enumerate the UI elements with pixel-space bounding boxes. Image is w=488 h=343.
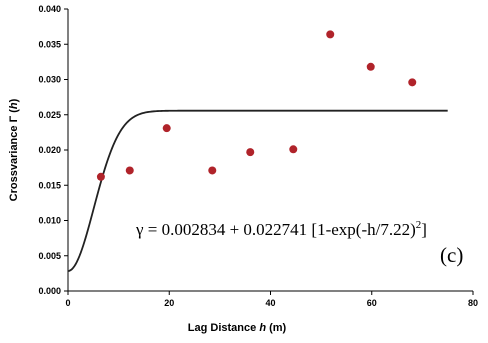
model-equation: γ = 0.002834 + 0.022741 [1-exp(-h/7.22)2… bbox=[135, 219, 427, 239]
x-tick-label: 20 bbox=[164, 298, 174, 308]
data-point bbox=[289, 145, 298, 154]
y-axis-title: Crossvariance Γ (h) bbox=[8, 98, 20, 201]
equation-main: γ = 0.002834 + 0.022741 [1-exp(-h/7.22) bbox=[135, 220, 416, 239]
axes bbox=[67, 9, 473, 292]
y-axis-title-part3: ) bbox=[8, 98, 20, 102]
x-axis-title: Lag Distance h (m) bbox=[188, 322, 287, 334]
x-axis-ticks: 0 20 40 60 80 bbox=[65, 291, 478, 308]
x-tick-label: 80 bbox=[468, 298, 478, 308]
y-tick-label: 0.000 bbox=[38, 286, 61, 296]
panel-label: (c) bbox=[440, 243, 463, 267]
y-tick-label: 0.010 bbox=[38, 216, 61, 226]
data-point bbox=[366, 62, 375, 71]
y-axis-title-var: h bbox=[8, 102, 20, 109]
y-axis-ticks: 0.000 0.005 0.010 0.015 0.020 0.025 0.030 0.035… bbox=[38, 4, 68, 296]
y-tick-label: 0.035 bbox=[38, 39, 61, 49]
data-point bbox=[326, 30, 335, 39]
data-points bbox=[96, 30, 417, 181]
x-axis-title-part1: Lag Distance bbox=[188, 322, 260, 334]
y-tick-label: 0.025 bbox=[38, 110, 61, 120]
data-point bbox=[246, 148, 255, 157]
data-point bbox=[125, 166, 134, 175]
y-tick-label: 0.015 bbox=[38, 180, 61, 190]
equation-end: ] bbox=[421, 220, 427, 239]
x-axis-title-var: h bbox=[259, 322, 266, 334]
data-point bbox=[162, 124, 171, 133]
data-point bbox=[408, 78, 417, 87]
equation-superscript: 2 bbox=[416, 219, 422, 231]
y-tick-label: 0.030 bbox=[38, 75, 61, 85]
x-axis-title-part3: (m) bbox=[266, 322, 287, 334]
x-tick-label: 0 bbox=[65, 298, 70, 308]
y-tick-label: 0.020 bbox=[38, 145, 61, 155]
data-point bbox=[208, 166, 217, 175]
x-tick-label: 40 bbox=[265, 298, 275, 308]
fitted-model-curve bbox=[67, 109, 448, 272]
data-point bbox=[96, 172, 105, 181]
y-axis-title-part1: Crossvariance Γ ( bbox=[8, 109, 20, 202]
x-tick-label: 60 bbox=[367, 298, 377, 308]
y-tick-label: 0.040 bbox=[38, 4, 61, 14]
y-tick-label: 0.005 bbox=[38, 251, 61, 261]
